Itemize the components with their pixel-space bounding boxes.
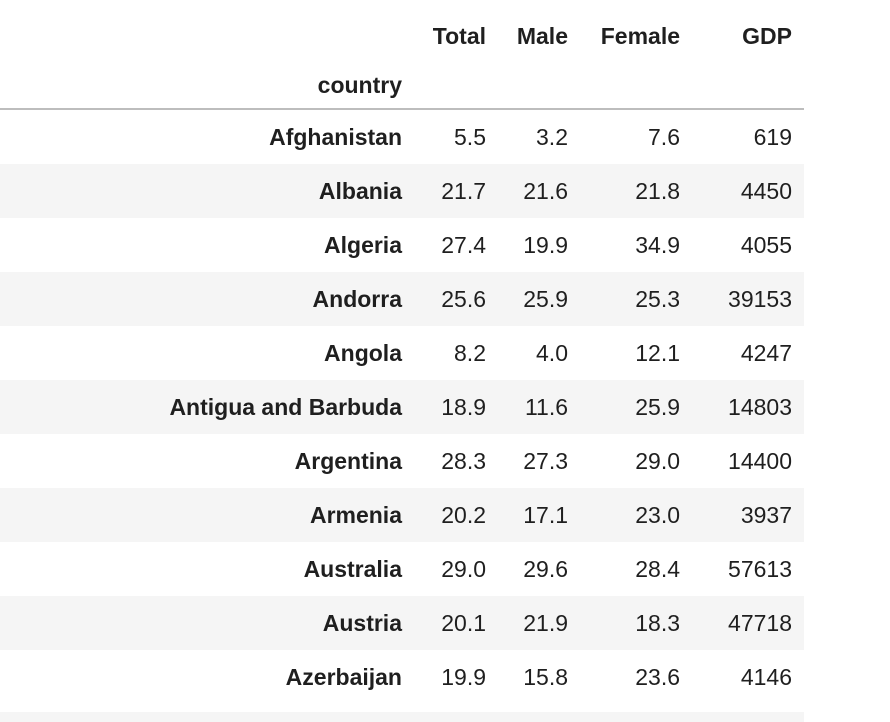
index-header-blank xyxy=(0,0,414,72)
table-row: Andorra 25.6 25.9 25.3 39153 xyxy=(0,272,804,326)
table-row: Armenia 20.2 17.1 23.0 3937 xyxy=(0,488,804,542)
cell-male: 21.6 xyxy=(523,177,568,204)
column-header-total: Total xyxy=(432,22,486,49)
table-row: Antigua and Barbuda 18.9 11.6 25.9 14803 xyxy=(0,380,804,434)
cell-total: 29.0 xyxy=(441,555,486,582)
cell-male: 17.1 xyxy=(523,501,568,528)
cell-female: 34.9 xyxy=(635,231,680,258)
cell-male: 27.3 xyxy=(523,447,568,474)
cell-gdp: 57613 xyxy=(728,555,792,582)
cell-total: 25.6 xyxy=(441,285,486,312)
cell-female: 25.3 xyxy=(635,285,680,312)
cell-gdp: 4450 xyxy=(740,177,792,204)
cell-total: 5.5 xyxy=(454,123,486,150)
cell-total: 20.1 xyxy=(441,609,486,636)
cell-total: 27.4 xyxy=(441,231,486,258)
row-index-country: Angola xyxy=(324,339,402,366)
table-row: Albania 21.7 21.6 21.8 4450 xyxy=(0,164,804,218)
table-row: Austria 20.1 21.9 18.3 47718 xyxy=(0,596,804,650)
index-name-header: country xyxy=(0,72,414,110)
cell-male: 25.9 xyxy=(523,285,568,312)
cell-gdp: 619 xyxy=(753,123,792,150)
row-index-country: Algeria xyxy=(324,231,402,258)
cell-gdp: 4247 xyxy=(740,339,792,366)
table-body: Afghanistan 5.5 3.2 7.6 619 Albania 21.7 21.6 21… xyxy=(0,109,804,704)
cell-male: 21.9 xyxy=(523,609,568,636)
dataframe-output: Total Male Female GDP country Afghanista… xyxy=(0,0,804,704)
cell-female: 21.8 xyxy=(635,177,680,204)
cell-gdp: 4055 xyxy=(740,231,792,258)
table-row: Afghanistan 5.5 3.2 7.6 619 xyxy=(0,109,804,164)
table-row: Algeria 27.4 19.9 34.9 4055 xyxy=(0,218,804,272)
cell-total: 18.9 xyxy=(441,393,486,420)
cell-total: 8.2 xyxy=(454,339,486,366)
cell-male: 4.0 xyxy=(536,339,568,366)
row-index-country: Azerbaijan xyxy=(285,663,402,690)
cell-total: 21.7 xyxy=(441,177,486,204)
cell-gdp: 39153 xyxy=(728,285,792,312)
cell-female: 25.9 xyxy=(635,393,680,420)
table-row-partial xyxy=(0,712,804,722)
cell-female: 7.6 xyxy=(648,123,680,150)
cell-male: 11.6 xyxy=(524,393,568,420)
cell-female: 28.4 xyxy=(635,555,680,582)
cell-male: 29.6 xyxy=(523,555,568,582)
column-header-male: Male xyxy=(516,22,568,49)
column-header-gdp: GDP xyxy=(742,22,792,49)
cell-female: 23.0 xyxy=(635,501,680,528)
cell-male: 15.8 xyxy=(523,663,568,690)
row-index-country: Albania xyxy=(318,177,402,204)
cell-male: 19.9 xyxy=(523,231,568,258)
row-index-country: Afghanistan xyxy=(269,123,402,150)
cell-female: 29.0 xyxy=(635,447,680,474)
cell-male: 3.2 xyxy=(536,123,568,150)
cell-female: 12.1 xyxy=(635,339,680,366)
table-row: Australia 29.0 29.6 28.4 57613 xyxy=(0,542,804,596)
row-index-country: Austria xyxy=(322,609,402,636)
column-header-female: Female xyxy=(600,22,680,49)
cell-female: 18.3 xyxy=(635,609,680,636)
dataframe-table: Total Male Female GDP country Afghanista… xyxy=(0,0,804,704)
row-index-country: Argentina xyxy=(294,447,402,474)
index-name-row: country xyxy=(0,72,804,110)
cell-gdp: 3937 xyxy=(740,501,792,528)
cell-gdp: 14803 xyxy=(728,393,792,420)
cell-female: 23.6 xyxy=(635,663,680,690)
row-index-country: Armenia xyxy=(309,501,402,528)
table-row: Angola 8.2 4.0 12.1 4247 xyxy=(0,326,804,380)
cell-gdp: 4146 xyxy=(740,663,792,690)
cell-gdp: 47718 xyxy=(728,609,792,636)
row-index-country: Antigua and Barbuda xyxy=(169,393,402,420)
row-index-country: Australia xyxy=(303,555,402,582)
cell-total: 20.2 xyxy=(441,501,486,528)
cell-total: 19.9 xyxy=(441,663,486,690)
column-header-row: Total Male Female GDP xyxy=(0,0,804,72)
row-index-country: Andorra xyxy=(312,285,402,312)
cell-total: 28.3 xyxy=(441,447,486,474)
table-header: Total Male Female GDP country xyxy=(0,0,804,110)
table-row: Argentina 28.3 27.3 29.0 14400 xyxy=(0,434,804,488)
table-row: Azerbaijan 19.9 15.8 23.6 4146 xyxy=(0,650,804,704)
cell-gdp: 14400 xyxy=(728,447,792,474)
